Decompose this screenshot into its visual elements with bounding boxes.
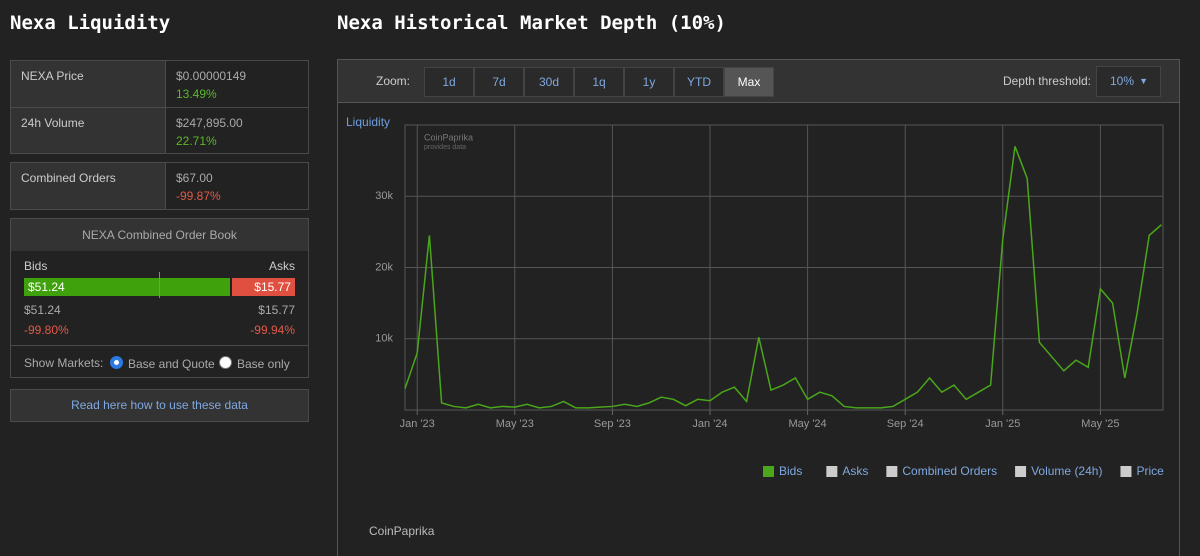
bids-bar: $51.24: [24, 278, 230, 296]
zoom-button[interactable]: YTD: [674, 67, 724, 97]
radio[interactable]: [219, 356, 232, 369]
bids-label: Bids: [24, 259, 48, 273]
stat-row: Combined Orders $67.00 -99.87%: [11, 163, 308, 209]
order-bar: $51.24 $15.77: [24, 272, 295, 298]
toolbar: Zoom: 1d 7d 30d 1q 1y YTD Max Depth thre…: [338, 60, 1179, 103]
main-title: Nexa Historical Market Depth (10%): [337, 12, 726, 34]
orders-box: Combined Orders $67.00 -99.87%: [10, 162, 309, 210]
depth-dropdown[interactable]: 10% ▼: [1096, 66, 1161, 97]
stat-value: $247,895.00: [176, 116, 243, 130]
bids-change: -99.80%: [24, 323, 69, 337]
stat-change: -99.87%: [176, 189, 221, 203]
watermark: CoinPaprika: [424, 132, 473, 142]
dropdown-arrow: ▼: [1139, 76, 1148, 86]
stat-row: 24h Volume $247,895.00 22.71%: [11, 107, 308, 153]
stat-change: 13.49%: [176, 87, 217, 101]
stat-value: $67.00: [176, 171, 213, 185]
watermark: provides data: [424, 144, 466, 151]
x-tick-label: Jan '23: [400, 418, 435, 430]
stat-row: NEXA Price $0.00000149 13.49%: [11, 61, 308, 107]
order-book-title: NEXA Combined Order Book: [11, 219, 308, 251]
y-axis-title: Liquidity: [346, 115, 390, 129]
asks-total: $15.77: [258, 303, 295, 317]
legend-swatch: [826, 466, 838, 477]
zoom-button[interactable]: 1q: [574, 67, 624, 97]
asks-label: Asks: [268, 259, 295, 273]
depth-label: Depth threshold:: [1002, 74, 1091, 88]
legend-swatch: [886, 466, 898, 477]
legend-label: Bids: [779, 464, 802, 478]
zoom-button-active[interactable]: Max: [724, 67, 774, 97]
y-tick-label: 20k: [375, 261, 393, 273]
y-tick-label: 30k: [375, 190, 393, 202]
divider: [11, 345, 308, 346]
legend-swatch: [1015, 466, 1027, 477]
zoom-button[interactable]: 1y: [624, 67, 674, 97]
zoom-label: Zoom:: [376, 74, 411, 88]
asks-bar: $15.77: [231, 278, 295, 296]
x-tick-label: May '24: [789, 418, 827, 430]
stat-label: Combined Orders: [11, 163, 166, 209]
bids-total: $51.24: [24, 303, 61, 317]
legend-label: Combined Orders: [902, 464, 997, 478]
x-tick-label: Jan '25: [985, 418, 1020, 430]
zoom-button[interactable]: 7d: [474, 67, 524, 97]
chart: Liquidity CoinPaprika provides data 10k 20k 3…: [346, 115, 1164, 543]
credits-bg: [360, 523, 440, 543]
legend-label: Price: [1136, 464, 1164, 478]
chart-panel: Zoom: 1d 7d 30d 1q 1y YTD Max Depth thre…: [337, 59, 1180, 556]
order-book: NEXA Combined Order Book Bids Asks $51.2…: [10, 218, 309, 378]
radio-label[interactable]: Base and Quote: [128, 357, 215, 371]
zoom-button[interactable]: 30d: [524, 67, 574, 97]
zoom-button[interactable]: 1d: [424, 67, 474, 97]
stat-label: 24h Volume: [11, 108, 166, 153]
legend-swatch: [763, 466, 774, 477]
stats-box: NEXA Price $0.00000149 13.49% 24h Volume $2…: [10, 60, 309, 154]
series-line: [404, 146, 1162, 409]
legend-swatch: [1120, 466, 1132, 477]
legend-label: Asks: [842, 464, 868, 478]
sidebar-title: Nexa Liquidity: [10, 12, 171, 34]
credits: CoinPaprika: [369, 524, 435, 538]
help-link[interactable]: Read here how to use these data: [10, 389, 309, 422]
x-tick-label: May '23: [496, 418, 534, 430]
x-tick-label: Sep '23: [594, 418, 631, 430]
mid-marker: [159, 272, 160, 298]
x-tick-label: Sep '24: [887, 418, 924, 430]
y-tick-label: 10k: [375, 333, 393, 345]
stat-value: $0.00000149: [176, 69, 247, 83]
x-tick-label: May '25: [1081, 418, 1119, 430]
show-markets-label: Show Markets:: [24, 356, 104, 370]
asks-change: -99.94%: [250, 323, 295, 337]
legend-label: Volume (24h): [1031, 464, 1102, 478]
radio-checked[interactable]: [110, 356, 123, 369]
depth-value: 10%: [1110, 74, 1135, 88]
radio-label[interactable]: Base only: [237, 357, 290, 371]
stat-label: NEXA Price: [11, 61, 166, 107]
x-tick-label: Jan '24: [692, 418, 727, 430]
stat-change: 22.71%: [176, 134, 217, 148]
